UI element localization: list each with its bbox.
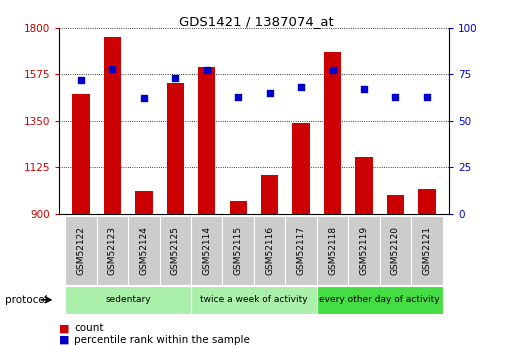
Bar bbox=[387, 195, 404, 214]
Bar bbox=[261, 175, 278, 214]
Text: GDS1421 / 1387074_at: GDS1421 / 1387074_at bbox=[179, 16, 334, 29]
Point bbox=[171, 75, 180, 81]
Text: protocol: protocol bbox=[5, 295, 48, 305]
Text: GSM52118: GSM52118 bbox=[328, 226, 337, 275]
Point bbox=[297, 85, 305, 90]
Bar bbox=[104, 37, 121, 214]
Text: GSM52125: GSM52125 bbox=[171, 226, 180, 275]
Point bbox=[77, 77, 85, 82]
Text: GSM52123: GSM52123 bbox=[108, 226, 117, 275]
Point bbox=[140, 96, 148, 101]
Bar bbox=[167, 83, 184, 214]
Point bbox=[266, 90, 274, 96]
Point bbox=[328, 68, 337, 73]
Text: ■: ■ bbox=[59, 335, 69, 345]
Text: GSM52114: GSM52114 bbox=[202, 226, 211, 275]
Bar bbox=[324, 52, 341, 214]
Point bbox=[360, 86, 368, 92]
Text: GSM52121: GSM52121 bbox=[422, 226, 431, 275]
Text: percentile rank within the sample: percentile rank within the sample bbox=[74, 335, 250, 345]
Point bbox=[423, 94, 431, 99]
Text: ■: ■ bbox=[59, 324, 69, 333]
Text: GSM52117: GSM52117 bbox=[297, 226, 306, 275]
Bar bbox=[198, 67, 215, 214]
Text: GSM52122: GSM52122 bbox=[76, 226, 86, 275]
Point bbox=[391, 94, 400, 99]
Bar bbox=[292, 123, 310, 214]
Bar bbox=[229, 201, 247, 214]
Text: count: count bbox=[74, 324, 104, 333]
Bar bbox=[418, 189, 436, 214]
Text: GSM52116: GSM52116 bbox=[265, 226, 274, 275]
Text: twice a week of activity: twice a week of activity bbox=[200, 295, 308, 304]
Text: sedentary: sedentary bbox=[105, 295, 151, 304]
Bar bbox=[135, 191, 152, 214]
Text: GSM52115: GSM52115 bbox=[234, 226, 243, 275]
Bar bbox=[72, 94, 90, 214]
Point bbox=[203, 68, 211, 73]
Text: every other day of activity: every other day of activity bbox=[320, 295, 440, 304]
Text: GSM52120: GSM52120 bbox=[391, 226, 400, 275]
Point bbox=[108, 66, 116, 71]
Bar bbox=[356, 157, 372, 214]
Text: GSM52119: GSM52119 bbox=[360, 226, 368, 275]
Text: GSM52124: GSM52124 bbox=[140, 226, 148, 275]
Point bbox=[234, 94, 242, 99]
